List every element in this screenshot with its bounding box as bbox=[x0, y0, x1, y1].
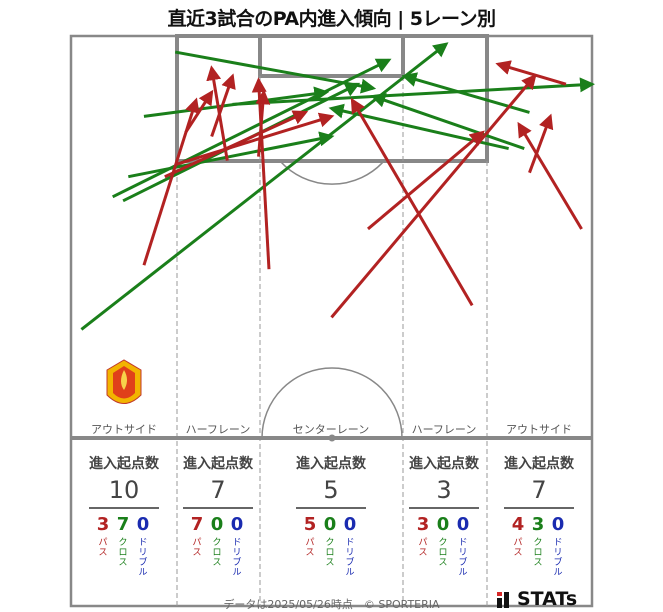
cross-arrow-2 bbox=[128, 131, 335, 179]
goal-area bbox=[258, 34, 405, 78]
stats-divider-4 bbox=[504, 507, 574, 509]
entry-count-header-0: 進入起点数 bbox=[89, 456, 159, 472]
pass-arrow-16 bbox=[164, 110, 309, 179]
entry-count-total-3: 3 bbox=[436, 476, 452, 504]
stats-divider-3 bbox=[409, 507, 479, 509]
pass-arrow-23 bbox=[495, 60, 567, 86]
cross-count-1: 0 bbox=[210, 514, 224, 535]
pass-arrow-14 bbox=[255, 89, 271, 157]
cross-arrow-1 bbox=[174, 50, 377, 94]
cross-count-0: 7 bbox=[116, 514, 130, 535]
pass-arrow-15 bbox=[184, 89, 214, 134]
cross-count-4: 3 bbox=[531, 514, 545, 535]
center-spot bbox=[328, 434, 336, 442]
center-circle bbox=[261, 367, 403, 439]
dribble-label-1: ドリブル bbox=[232, 538, 242, 578]
stats-divider-2 bbox=[296, 507, 366, 509]
pass-arrow-10 bbox=[251, 77, 271, 270]
cross-label-4: クロス bbox=[533, 538, 543, 568]
dribble-label-3: ドリブル bbox=[458, 538, 468, 578]
pass-arrow-20 bbox=[367, 130, 485, 231]
cross-count-3: 0 bbox=[436, 514, 450, 535]
pass-count-3: 3 bbox=[416, 514, 430, 535]
pass-count-1: 7 bbox=[190, 514, 204, 535]
dribble-label-2: ドリブル bbox=[345, 538, 355, 578]
pass-arrow-18 bbox=[330, 73, 537, 319]
cross-label-1: クロス bbox=[212, 538, 222, 568]
dribble-count-3: 0 bbox=[456, 514, 470, 535]
pass-arrow-19 bbox=[350, 97, 474, 307]
entry-count-total-1: 7 bbox=[210, 476, 226, 504]
dribble-count-2: 0 bbox=[343, 514, 357, 535]
dribble-label-0: ドリブル bbox=[138, 538, 148, 578]
entry-count-header-4: 進入起点数 bbox=[504, 456, 574, 472]
stats-divider-0 bbox=[89, 507, 159, 509]
pass-label-2: パス bbox=[305, 538, 315, 558]
club-crest-icon bbox=[106, 359, 142, 404]
footer-note: データは2025/05/26時点 © SPORTERIA bbox=[223, 598, 440, 611]
chart-title: 直近3試合のPA内進入傾向 | 5レーン別 bbox=[167, 8, 496, 30]
cross-arrow-7 bbox=[370, 93, 525, 150]
arrows-layer bbox=[80, 42, 595, 331]
cross-label-0: クロス bbox=[118, 538, 128, 568]
entry-count-header-1: 進入起点数 bbox=[183, 456, 253, 472]
stats-divider-1 bbox=[183, 507, 253, 509]
entry-count-total-0: 10 bbox=[108, 476, 140, 504]
lane-label-4: アウトサイド bbox=[506, 423, 572, 436]
lane-dividers bbox=[176, 76, 488, 606]
dribble-count-4: 0 bbox=[551, 514, 565, 535]
entry-count-total-4: 7 bbox=[531, 476, 547, 504]
entry-count-header-2: 進入起点数 bbox=[296, 456, 366, 472]
dribble-count-1: 0 bbox=[230, 514, 244, 535]
brand-name: STATs bbox=[517, 588, 578, 610]
pass-arrow-11 bbox=[142, 97, 200, 266]
entry-count-total-2: 5 bbox=[323, 476, 339, 504]
cross-arrow-6 bbox=[232, 77, 595, 106]
pass-arrow-22 bbox=[528, 113, 554, 174]
entry-count-header-3: 進入起点数 bbox=[409, 456, 479, 472]
pass-count-2: 5 bbox=[303, 514, 317, 535]
lane-label-1: ハーフレーン bbox=[185, 423, 251, 436]
pass-arrow-17 bbox=[174, 112, 335, 167]
lane-label-3: ハーフレーン bbox=[411, 423, 477, 436]
pass-label-4: パス bbox=[513, 538, 523, 558]
pass-count-4: 4 bbox=[511, 514, 525, 535]
pass-arrow-13 bbox=[210, 73, 236, 137]
pass-label-0: パス bbox=[98, 538, 108, 558]
cross-arrow-9 bbox=[328, 103, 509, 151]
penalty-arc bbox=[279, 160, 385, 185]
lane-label-0: アウトサイド bbox=[91, 423, 157, 436]
dribble-count-0: 0 bbox=[136, 514, 150, 535]
pass-label-1: パス bbox=[192, 538, 202, 558]
cross-label-2: クロス bbox=[325, 538, 335, 568]
cross-count-2: 0 bbox=[323, 514, 337, 535]
cross-label-3: クロス bbox=[438, 538, 448, 568]
dribble-label-4: ドリブル bbox=[553, 538, 563, 578]
lane-label-2: センターレーン bbox=[292, 423, 370, 436]
stats-logo-icon bbox=[497, 592, 509, 608]
pass-arrow-21 bbox=[517, 121, 583, 230]
cross-arrow-5 bbox=[112, 58, 392, 199]
pass-label-3: パス bbox=[418, 538, 428, 558]
pass-count-0: 3 bbox=[96, 514, 110, 535]
